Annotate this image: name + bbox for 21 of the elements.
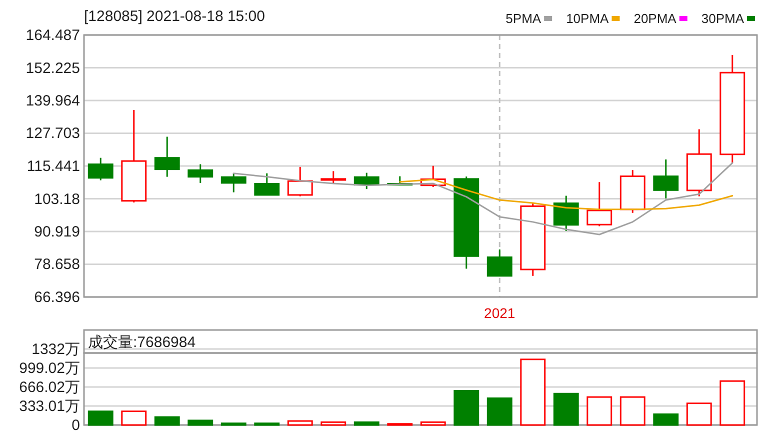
y-tick-label: 90.919 xyxy=(34,224,80,240)
chart-title: [128085] 2021-08-18 15:00 xyxy=(84,8,265,25)
y-tick-label: 78.658 xyxy=(34,256,80,274)
y-tick-label: 127.703 xyxy=(26,125,80,142)
y-tick-label: 115.441 xyxy=(26,158,80,175)
x-tick-label: 2021 xyxy=(484,305,516,321)
legend-label: 5PMA xyxy=(506,11,542,26)
legend-label: 20PMA xyxy=(634,11,677,26)
y-tick-label: 103.18 xyxy=(34,190,80,208)
legend-label: 30PMA xyxy=(701,11,744,26)
y-tick-label: 164.487 xyxy=(26,27,80,44)
y-tick-label: 0 xyxy=(72,417,80,434)
y-tick-label: 999.02万 xyxy=(19,360,80,377)
y-tick-label: 66.396 xyxy=(34,289,80,306)
y-tick-label: 139.964 xyxy=(26,92,80,110)
y-tick-label: 333.01万 xyxy=(19,398,80,415)
y-tick-label: 152.225 xyxy=(26,60,80,77)
chart-title: 成交量:7686984 xyxy=(88,334,196,351)
legend-label: 10PMA xyxy=(566,11,610,26)
y-tick-label: 1332万 xyxy=(32,341,80,358)
y-tick-label: 666.02万 xyxy=(19,379,80,396)
